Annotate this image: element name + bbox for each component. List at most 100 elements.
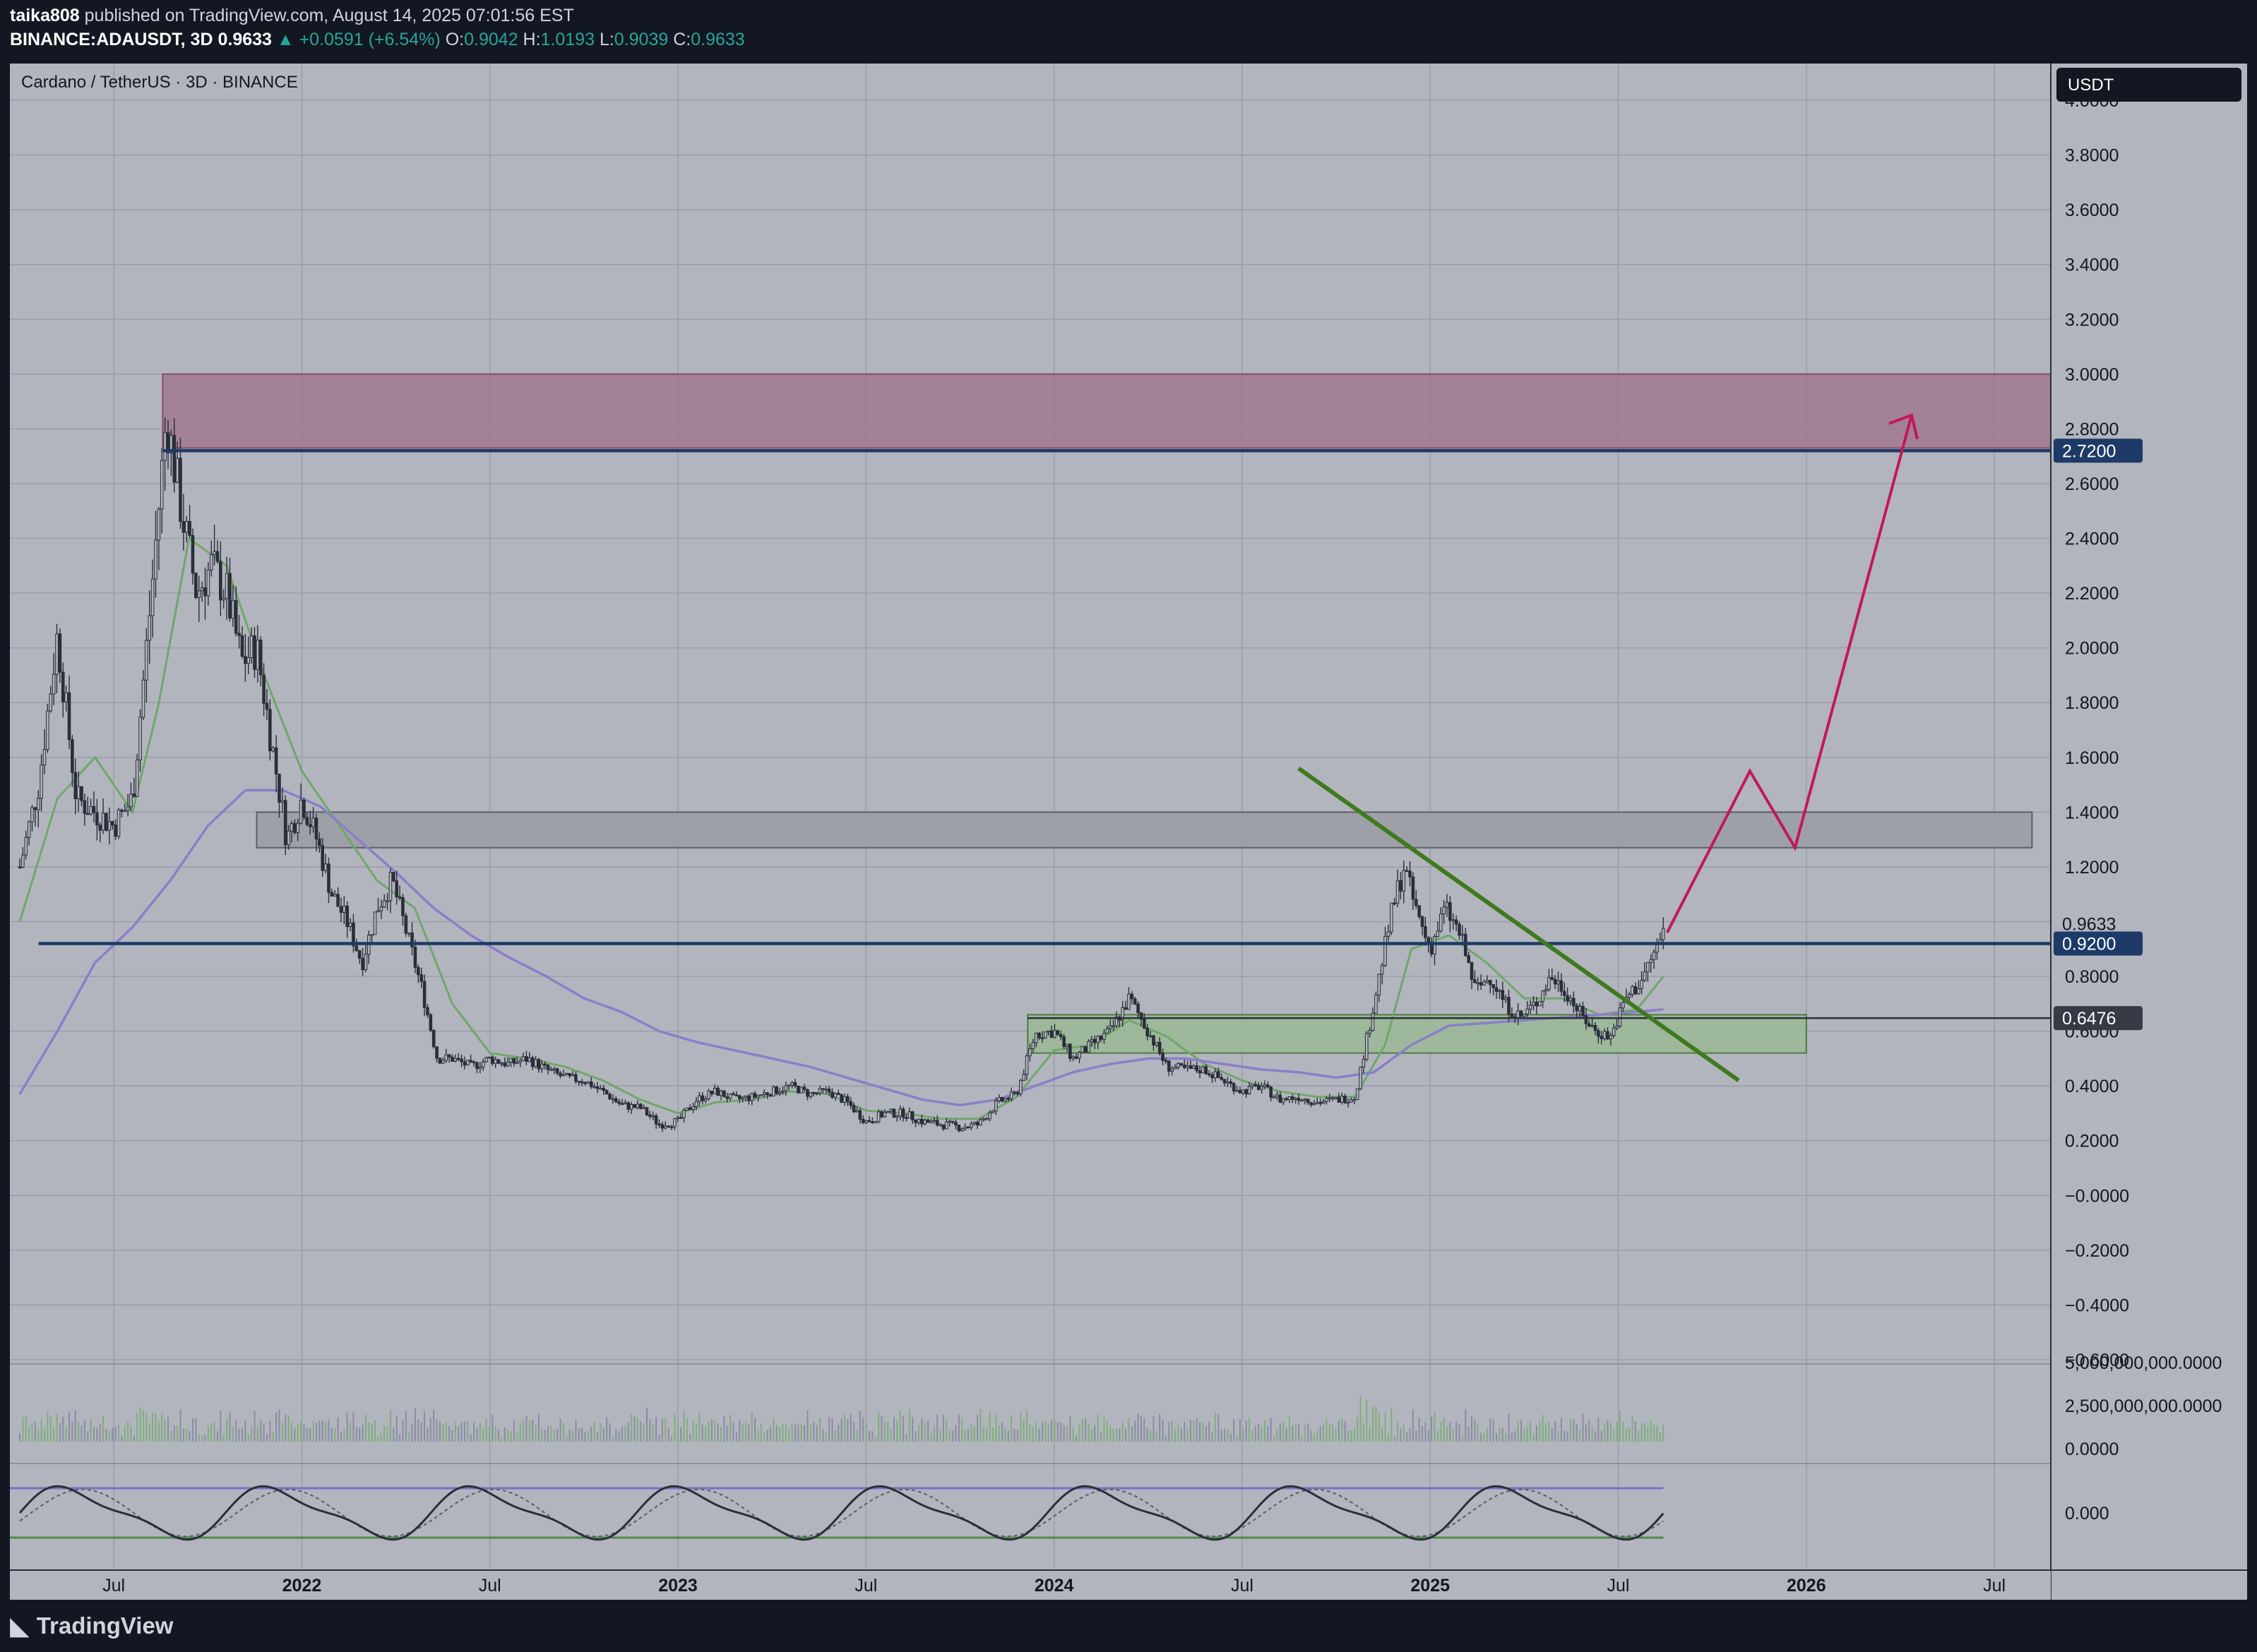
candle-body [624,1102,627,1105]
candle-body [1494,987,1499,992]
last-price: 0.9633 [218,30,272,49]
candle-body [98,825,102,831]
candle-body [330,892,334,897]
chart-area[interactable]: 4.00003.80003.60003.40003.20003.00002.80… [10,64,2247,1600]
candle-body [1099,1036,1103,1040]
candle-body [345,905,349,928]
price-tick-label: −0.2000 [2065,1241,2129,1261]
oscillator-pane [10,1463,2051,1541]
candle-body [994,1100,998,1112]
candle-body [1220,1077,1223,1080]
candle-body [494,1059,497,1064]
candle-body [352,922,355,947]
candle-body [1034,1032,1038,1043]
candle-body [589,1081,593,1087]
candle-body [89,806,93,815]
candle-body [1044,1031,1047,1039]
candle-body [772,1086,775,1097]
candle-body [348,922,352,928]
price-tick-label: 0.4000 [2065,1077,2119,1096]
candle-body [209,553,213,570]
candle-body [1439,914,1443,932]
time-tick-label: 2026 [1787,1576,1826,1596]
candle-body [676,1117,680,1119]
time-axis-bg [10,1570,2051,1600]
candle-body [1216,1071,1220,1078]
candle-body [824,1089,828,1091]
candle-body [1479,982,1483,986]
candle-body [1285,1098,1288,1101]
candle-body [762,1092,766,1096]
candle-body [1306,1099,1310,1103]
candle-body [135,759,139,797]
candle-body [1525,1008,1530,1014]
candle-body [1204,1066,1208,1075]
candle-body [1102,1033,1106,1040]
candle-body [76,786,81,799]
candle-body [141,679,145,718]
candle-body [988,1112,991,1120]
price-tick-label: 2.6000 [2065,474,2119,494]
chart-title: Cardano / TetherUS · 3D · BINANCE [21,73,298,92]
candle-body [1503,997,1508,1000]
candle-body [1609,1035,1613,1040]
candle-body [1328,1097,1332,1100]
candle-body [219,561,222,601]
candle-body [463,1061,467,1066]
candle-body [768,1094,773,1097]
candle-body [530,1057,535,1067]
candle-body [694,1101,698,1108]
price-tick-label: 0.2000 [2065,1132,2119,1151]
candle-body [518,1060,522,1063]
candle-body [1130,993,1134,1000]
candle-body [422,981,427,1008]
candle-body [599,1088,602,1090]
candle-body [1488,980,1492,986]
candle-body [895,1115,899,1118]
price-tick-label: 1.4000 [2065,803,2119,822]
candle-body [290,823,294,832]
currency-button[interactable]: USDT [2056,68,2241,102]
candle-body [642,1107,645,1109]
candle-body [85,813,90,815]
candle-body [262,674,266,704]
candle-body [793,1082,797,1087]
candle-body [1485,980,1489,983]
candle-body [941,1124,946,1130]
candle-body [1482,981,1486,986]
candle-body [244,656,247,664]
candle-body [1000,1097,1004,1102]
candle-body [842,1096,847,1103]
candle-body [228,573,232,619]
price-chart[interactable]: 4.00003.80003.60003.40003.20003.00002.80… [10,64,2247,1600]
candle-body [1090,1039,1094,1042]
candle-body [145,640,148,681]
author-name[interactable]: taika808 [10,6,80,25]
candle-body [1278,1094,1282,1103]
candle-body [58,633,62,673]
candle-body [1458,923,1461,936]
candle-body [713,1087,717,1094]
candle-body [299,799,303,824]
price-tick-label: 3.6000 [2065,200,2119,220]
candle-body [568,1073,571,1077]
price-axis-bg [2051,64,2247,1600]
tradingview-logo[interactable]: ◣ TradingView [10,1610,173,1642]
candle-body [1269,1087,1273,1098]
candle-body [438,1058,442,1064]
candle-body [602,1088,606,1091]
currency-label[interactable]: USDT [2068,76,2114,95]
candle-body [379,906,383,911]
low-value: 0.9039 [614,30,669,49]
candle-body [766,1092,769,1096]
candle-body [673,1118,677,1127]
candle-body [892,1108,896,1118]
candle-body [447,1054,451,1058]
candle-body [744,1095,748,1098]
candle-body [1414,899,1418,906]
candle-body [184,521,189,533]
candle-body [1290,1096,1294,1100]
time-tick-label: Jul [854,1576,877,1596]
candle-body [1454,919,1458,925]
candle-body [1232,1083,1236,1091]
